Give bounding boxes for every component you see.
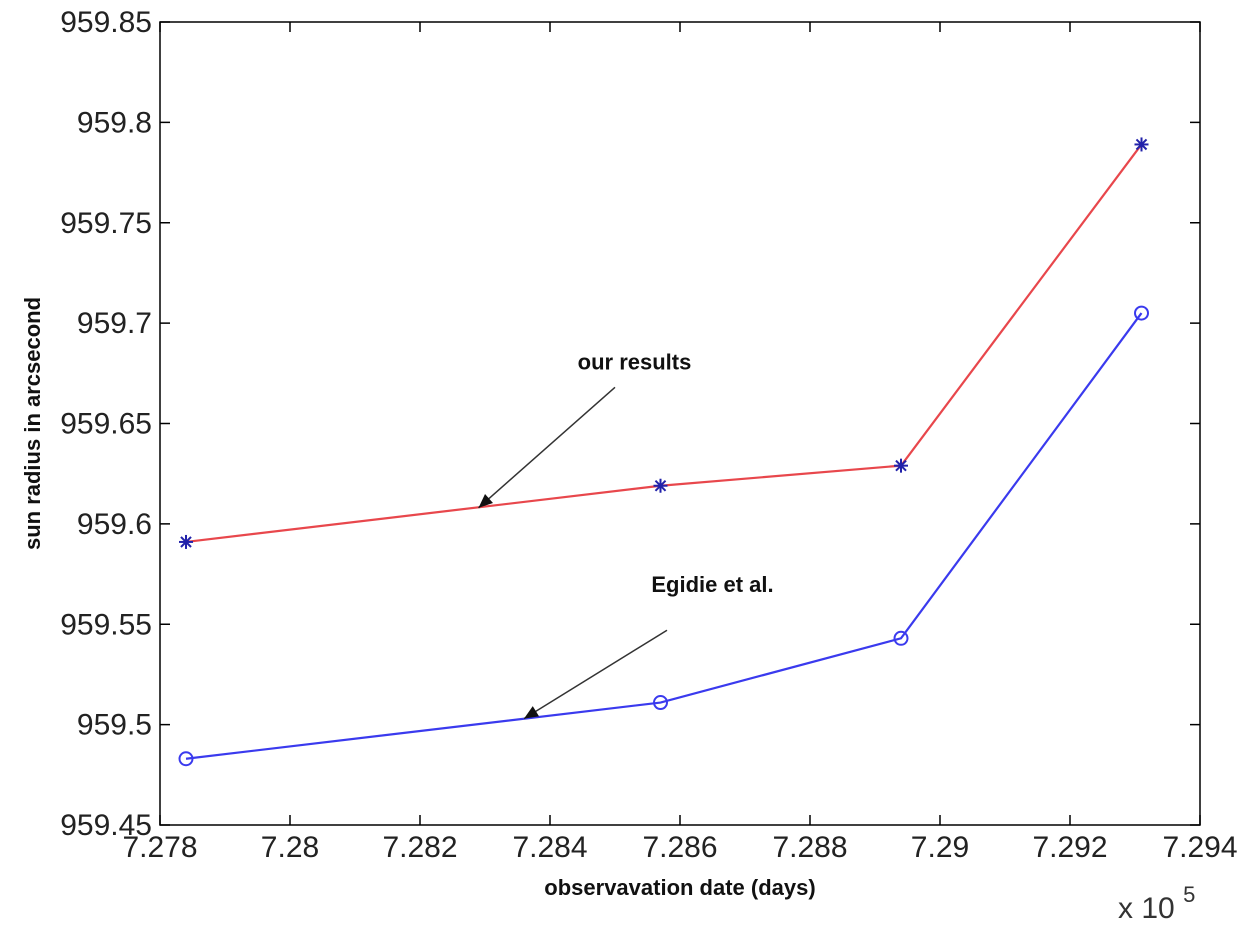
y-tick-label: 959.75 [60, 207, 152, 240]
y-tick-label: 959.8 [77, 106, 152, 139]
x-tick-label: 7.288 [772, 831, 847, 864]
x-tick-label: 7.292 [1032, 831, 1107, 864]
series-2-point [1134, 305, 1149, 321]
x-tick-label: 7.29 [911, 831, 969, 864]
annotation-1-arrowhead [478, 494, 493, 508]
series-2-point [178, 751, 194, 767]
series-1-point [1134, 137, 1149, 152]
series-layer [178, 137, 1149, 767]
plot-area [159, 21, 1201, 826]
y-axis-label: sun radius in arcsecond [20, 297, 45, 550]
series-2-point [893, 630, 909, 646]
annotation-2-arrowhead [524, 706, 540, 719]
series-1-point [894, 458, 908, 473]
x-exponent-label: x 10 5 [1118, 882, 1195, 925]
series-1-line [185, 143, 1143, 544]
series-1-point [653, 478, 668, 493]
annotation-1-text: our results [578, 349, 692, 374]
series-1-point [179, 534, 193, 549]
x-tick-label: 7.284 [512, 831, 587, 864]
annotation-2-arrow [523, 629, 668, 720]
annotations-layer: our results Egidie et al. [478, 349, 774, 720]
y-tick-label: 959.7 [77, 307, 152, 340]
y-tick-label: 959.45 [60, 809, 152, 842]
y-tick-label: 959.6 [77, 508, 152, 541]
x-tick-label: 7.294 [1162, 831, 1237, 864]
y-tick-label: 959.65 [60, 408, 152, 441]
x-axis-label: observavation date (days) [544, 875, 815, 900]
y-tick-label: 959.55 [60, 608, 152, 641]
series-2-point [653, 695, 668, 711]
x-exponent-power: 5 [1183, 882, 1195, 907]
ticks-layer: 7.278 7.28 7.282 7.284 7.286 7.288 7.29 7.292 7.… [60, 6, 1237, 864]
annotation-2-text: Egidie et al. [651, 572, 773, 597]
y-tick-label: 959.85 [60, 6, 152, 39]
y-tick-label: 959.5 [77, 709, 152, 742]
x-tick-label: 7.28 [261, 831, 319, 864]
x-exponent-base: x 10 [1118, 892, 1175, 925]
x-tick-label: 7.286 [642, 831, 717, 864]
x-tick-label: 7.282 [382, 831, 457, 864]
x-tick-label: 7.278 [122, 831, 197, 864]
series-2-line [185, 312, 1143, 760]
annotation-1-arrow [478, 386, 616, 509]
